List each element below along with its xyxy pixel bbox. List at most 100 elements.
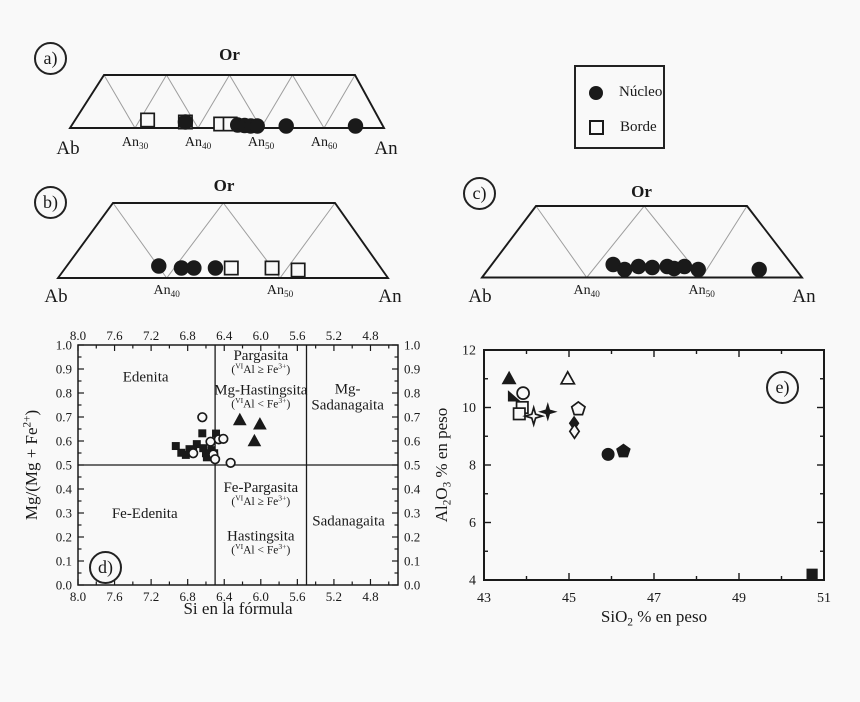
y-tick-label: 6 [469, 516, 476, 531]
an-tick-label: An60 [311, 135, 338, 151]
x-tick-label-top: 5.2 [326, 328, 342, 343]
point-star4-filled [538, 402, 558, 422]
field-label: (VIAl ≥ Fe3+) [231, 494, 290, 508]
x-tick-label-bottom: 6.8 [180, 589, 196, 604]
y-tick-label-right: 0.4 [404, 482, 421, 497]
y-tick-label-left: 0.7 [56, 410, 73, 425]
x-axis-title: SiO2 % en peso [601, 607, 707, 629]
y-tick-label-right: 0.1 [404, 554, 420, 569]
point-pentagon-filled [616, 443, 631, 458]
point-square-open [290, 262, 306, 278]
y-tick-label-left: 0.9 [56, 362, 72, 377]
point-circle-filled [186, 260, 202, 276]
point-circle-filled [601, 447, 615, 461]
y-tick-label-left: 0.4 [56, 482, 73, 497]
point-circle-open [197, 412, 208, 423]
point-circle-filled [644, 259, 660, 276]
y-tick-label-right: 0.0 [404, 578, 420, 593]
x-tick-label: 51 [817, 591, 831, 606]
field-label: (VIAl ≥ Fe3+) [231, 361, 290, 375]
legend-label-borde: Borde [620, 119, 657, 135]
apex-label-or: Or [214, 176, 235, 195]
y-tick-label-left: 0.6 [56, 434, 73, 449]
point-triangle-right-filled [507, 390, 521, 402]
point-circle-open [225, 457, 236, 468]
point-circle-open [209, 454, 221, 465]
y-tick-label-right: 0.5 [404, 458, 420, 473]
y-tick-label-right: 0.6 [404, 434, 421, 449]
panel-label-d: d) [89, 551, 122, 584]
point-square-filled [171, 442, 180, 451]
field-label: Fe-Pargasita [223, 480, 298, 496]
panel-label-b: b) [34, 186, 67, 219]
legend-box: Núcleo Borde [574, 65, 665, 149]
an-tick-label: An30 [122, 135, 149, 151]
point-circle-filled [347, 118, 364, 134]
field-label: Edenita [123, 370, 169, 386]
y-tick-label-right: 0.9 [404, 362, 420, 377]
y-tick-label-left: 0.2 [56, 530, 72, 545]
corner-label-ab: Ab [468, 286, 491, 307]
field-label: (VIAl < Fe3+) [231, 396, 290, 410]
an-tick-label: An50 [689, 283, 716, 299]
x-tick-label-top: 7.6 [106, 328, 123, 343]
y-tick-label-left: 0.5 [56, 458, 72, 473]
y-tick-label-right: 0.8 [404, 386, 420, 401]
x-tick-label-bottom: 5.2 [326, 589, 342, 604]
x-tick-label-top: 6.4 [216, 328, 233, 343]
point-circle-filled [690, 261, 706, 278]
point-circle-filled [177, 114, 194, 130]
apex-label-or: Or [219, 45, 240, 64]
point-triangle-filled [247, 433, 262, 447]
point-diamond-open [568, 422, 581, 440]
point-pentagon-open [570, 400, 586, 416]
point-circle-filled [278, 118, 294, 134]
point-circle-filled [207, 260, 224, 276]
point-circle-open [218, 433, 229, 444]
x-tick-label-bottom: 6.0 [253, 589, 269, 604]
point-triangle-open [559, 370, 576, 385]
field-label: Pargasita [233, 348, 288, 364]
field-label: Mg-Hastingsita [214, 383, 308, 399]
y-tick-label: 10 [462, 401, 476, 416]
an-tick-label: An40 [154, 283, 181, 299]
legend-item-nucleo: Núcleo [589, 84, 662, 101]
x-tick-label-bottom: 8.0 [70, 589, 86, 604]
field-label: Fe-Edenita [112, 506, 178, 522]
corner-label-an: An [792, 286, 816, 307]
panel-d-chart: 8.0 8.0 7.6 7.6 7.2 7.2 6.8 6.8 6.4 6.4 6.0 6.0 5.6 5… [22, 328, 421, 618]
open-square-icon [589, 120, 604, 135]
y-tick-label-left: 0.1 [56, 554, 72, 569]
x-tick-label-top: 7.2 [143, 328, 159, 343]
apex-label-or: Or [631, 182, 652, 201]
filled-circle-icon [589, 85, 603, 100]
y-tick-label: 4 [469, 574, 476, 589]
x-tick-label: 45 [562, 591, 576, 606]
corner-label-ab: Ab [44, 286, 67, 307]
ternary-panel-b: Or Ab An An40 An50 [44, 176, 402, 307]
y-axis-title: Mg/(Mg + Fe2+) [22, 410, 42, 520]
y-tick-label-right: 0.2 [404, 530, 420, 545]
point-triangle-filled [232, 412, 247, 426]
point-square-open [223, 260, 239, 276]
x-tick-label-bottom: 7.6 [106, 589, 123, 604]
point-square-open [264, 260, 280, 276]
point-circle-filled [676, 258, 693, 275]
x-tick-label-top: 8.0 [70, 328, 86, 343]
x-tick-label-top: 4.8 [362, 328, 378, 343]
field-label: Sadanagaita [312, 514, 385, 530]
ternary-panel-c: Or Ab An An40 An50 [468, 182, 816, 307]
corner-label-an: An [378, 286, 402, 307]
series-open-circles [188, 412, 236, 468]
point-star4-open [522, 404, 546, 428]
y-tick-label: 8 [469, 459, 476, 474]
x-tick-label-bottom: 6.4 [216, 589, 233, 604]
y-tick-label-right: 0.7 [404, 410, 421, 425]
point-circle-open [516, 386, 530, 400]
y-tick-label-right: 1.0 [404, 338, 420, 353]
y-tick-label-left: 0.3 [56, 506, 72, 521]
point-square-filled [198, 429, 207, 438]
point-square-filled [806, 568, 818, 580]
x-axis-title: Si en la fórmula [183, 599, 293, 618]
point-triangle-filled [501, 370, 517, 385]
